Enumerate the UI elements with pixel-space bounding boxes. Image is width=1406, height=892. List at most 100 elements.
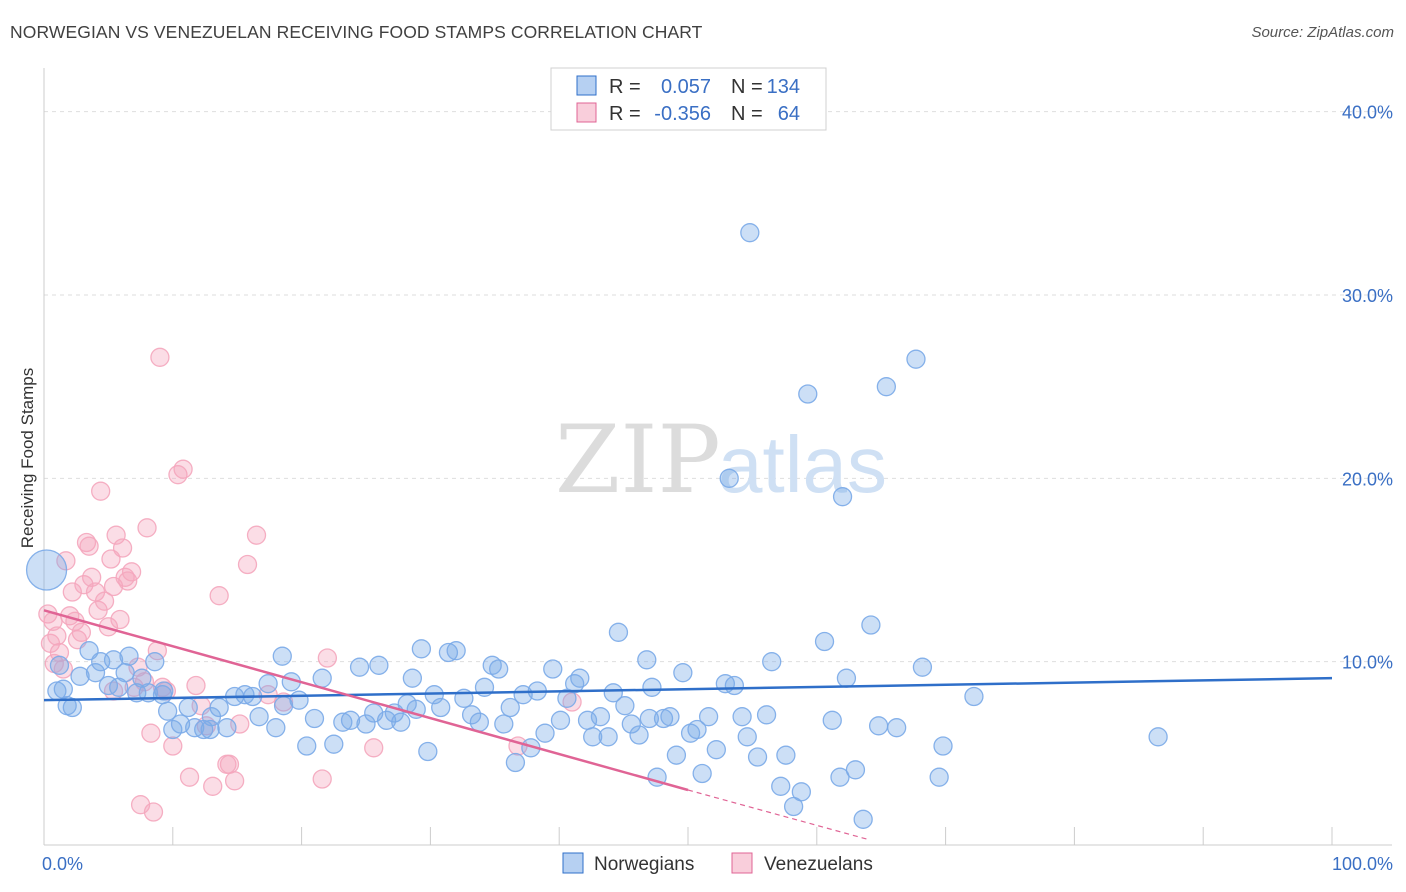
norwegians-point-37 — [297, 736, 317, 756]
venezuelans-trend-line — [43, 609, 689, 792]
x-tick-label-1: 100.0% — [1332, 854, 1393, 874]
norwegians-point-110 — [814, 631, 835, 652]
norwegians-point-70 — [535, 723, 555, 743]
series-legend-label-norwegians: Norwegians — [594, 854, 694, 875]
norwegians-point-94 — [692, 763, 712, 784]
venezuelans-point-53 — [246, 525, 267, 545]
norwegians-point-119 — [887, 718, 907, 738]
norwegians-point-120 — [906, 349, 926, 369]
series-legend: Norwegians Venezuelans — [562, 852, 873, 875]
norwegians-point-51 — [402, 668, 423, 688]
norwegians-point-53 — [418, 741, 438, 762]
norwegians-point-75 — [570, 668, 590, 688]
norwegians-point-57 — [446, 641, 466, 661]
norwegians-point-104 — [762, 652, 782, 672]
norwegians-point-90 — [666, 745, 687, 765]
venezuelans-point-50 — [224, 771, 245, 791]
norwegians-point-77 — [583, 727, 603, 747]
venezuelans-point-58 — [364, 738, 384, 758]
norwegians-point-17 — [145, 652, 165, 672]
series-legend-swatch-norwegians — [562, 852, 584, 874]
norwegians-point-67 — [513, 685, 533, 705]
grid-lines — [44, 111, 1392, 663]
norwegians-point-55 — [431, 697, 451, 718]
legend-r-label-norwegians: R = — [609, 76, 641, 98]
norwegians-point-84 — [629, 725, 649, 745]
venezuelans-points — [38, 347, 582, 822]
norwegians-point-102 — [747, 747, 768, 767]
norwegians-point-52 — [411, 639, 432, 659]
legend-swatch-norwegians — [576, 75, 597, 96]
venezuelans-point-12 — [71, 622, 92, 642]
norwegians-point-31 — [249, 707, 269, 727]
norwegians-point-89 — [660, 707, 680, 727]
norwegians-point-98 — [724, 675, 745, 696]
y-tick-label-2: 30.0% — [1342, 286, 1393, 306]
norwegians-point-99 — [732, 707, 752, 727]
norwegians-point-86 — [642, 677, 662, 697]
venezuelans-point-25 — [110, 609, 130, 630]
venezuelans-point-19 — [91, 481, 111, 501]
norwegians-point-108 — [791, 782, 811, 802]
norwegians-point-21 — [170, 714, 191, 734]
venezuelans-point-63 — [219, 754, 240, 774]
venezuelans-point-44 — [186, 675, 206, 696]
norwegians-point-85 — [637, 650, 657, 670]
norwegians-point-127 — [832, 487, 853, 507]
norwegians-point-74 — [565, 674, 585, 694]
venezuelans-point-42 — [173, 459, 193, 479]
y-tick-label-1: 20.0% — [1342, 469, 1393, 489]
norwegians-point-115 — [853, 809, 873, 829]
legend-n-label-norwegians: N = — [731, 76, 763, 98]
norwegians-point-13 — [119, 646, 139, 666]
venezuelans-point-29 — [121, 562, 142, 582]
norwegians-point-71 — [543, 659, 563, 679]
norwegians-point-123 — [933, 736, 953, 756]
norwegians-point-4 — [62, 697, 82, 718]
venezuelans-point-56 — [312, 769, 332, 789]
norwegians-point-47 — [376, 710, 397, 730]
series-legend-label-venezuelans: Venezuelans — [764, 854, 873, 875]
venezuelans-point-41 — [168, 465, 188, 485]
norwegians-point-64 — [494, 714, 514, 734]
norwegians-point-59 — [461, 705, 482, 725]
venezuelans-point-20 — [94, 591, 115, 611]
norwegians-point-43 — [349, 657, 370, 677]
norwegians-point-32 — [258, 674, 278, 694]
norwegians-point-78 — [590, 707, 611, 727]
norwegians-point-126 — [719, 468, 739, 488]
stats-legend: R = 0.057 N = 134 R = -0.356 N = 64 — [550, 67, 827, 131]
venezuelans-point-36 — [143, 802, 164, 822]
y-tick-label-0: 10.0% — [1342, 653, 1393, 673]
norwegians-point-79 — [598, 727, 618, 747]
norwegians-point-125 — [1148, 727, 1168, 747]
norwegians-point-19 — [157, 701, 178, 721]
norwegians-point-105 — [771, 776, 791, 796]
venezuelans-point-26 — [112, 538, 133, 558]
venezuelans-point-47 — [203, 776, 223, 796]
y-tick-label-3: 40.0% — [1342, 103, 1393, 123]
watermark: ZIP atlas — [555, 406, 887, 515]
venezuelans-point-13 — [74, 575, 94, 595]
norwegians-point-7 — [85, 663, 106, 683]
trend-lines — [43, 609, 1333, 841]
venezuelans-point-57 — [317, 648, 338, 668]
norwegians-point-65 — [500, 697, 520, 718]
venezuelans-point-4 — [47, 626, 67, 646]
chart-title: NORWEGIAN VS VENEZUELAN RECEIVING FOOD S… — [10, 22, 703, 42]
norwegians-point-26 — [209, 697, 229, 718]
norwegians-point-1 — [49, 655, 70, 675]
norwegians-point-66 — [505, 752, 526, 773]
venezuelans-point-54 — [258, 685, 278, 705]
norwegians-point-129 — [639, 708, 660, 729]
venezuelans-trend-extension — [687, 789, 869, 841]
venezuelans-point-16 — [82, 567, 102, 587]
norwegians-point-128 — [47, 681, 67, 701]
norwegians-trend-line — [43, 676, 1333, 702]
legend-swatch-venezuelans — [576, 102, 597, 123]
norwegians-point-49 — [391, 712, 411, 732]
legend-n-value-venezuelans: 64 — [778, 103, 800, 125]
legend-r-label-venezuelans: R = — [609, 103, 641, 125]
norwegians-point-12 — [115, 663, 135, 683]
